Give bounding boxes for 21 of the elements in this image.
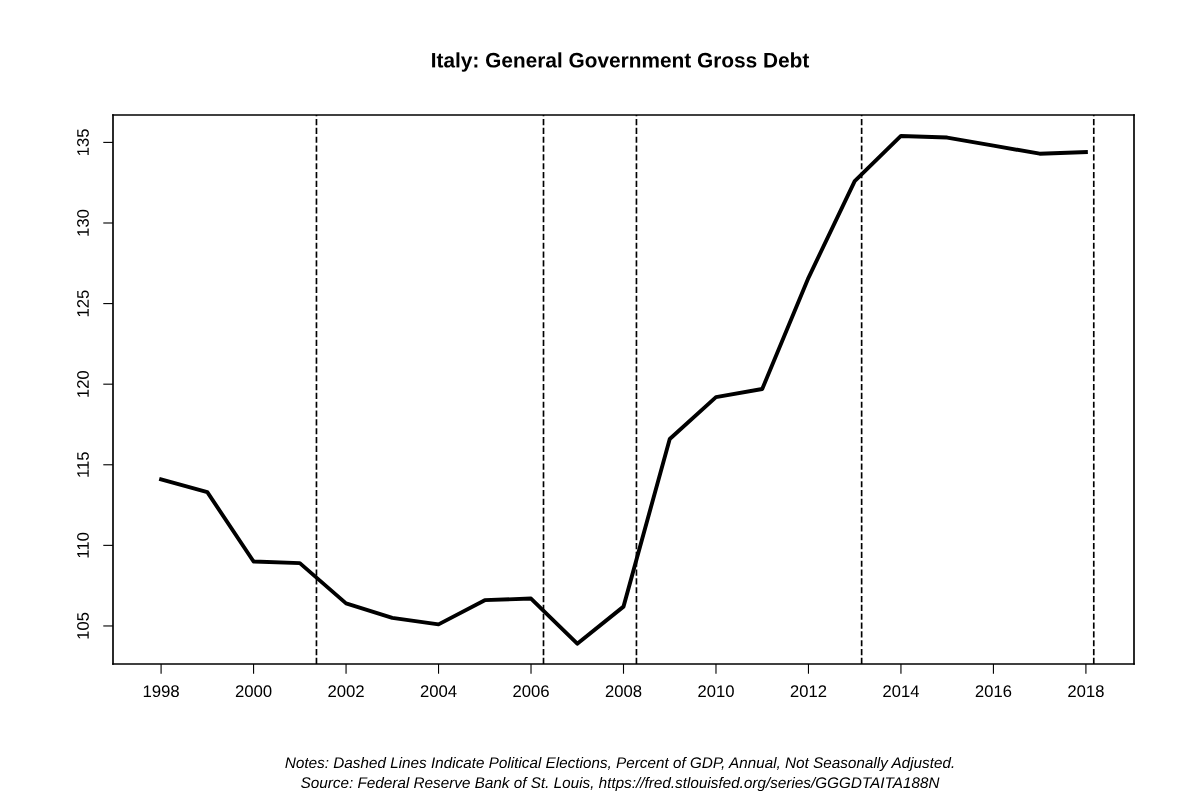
x-tick-label: 2014: [883, 685, 919, 698]
chart-title: Italy: General Government Gross Debt: [432, 52, 810, 72]
y-tick-label: 110: [77, 532, 89, 558]
x-tick-label: 2004: [420, 685, 457, 698]
text: Notes: Dashed Lines Indicate Political Elections, Percent of GDP, Annual, Not Seasonally Adjusted.: [285, 756, 954, 772]
x-tick-label: 2006: [513, 685, 549, 698]
x-tick-label: 2012: [790, 685, 827, 698]
x-tick-label: 2018: [1068, 685, 1104, 698]
x-tick-label: 2008: [605, 685, 642, 698]
y-tick-label: 125: [77, 290, 89, 317]
x-tick-label: 1998: [143, 685, 179, 698]
source-note: Source: Federal Reserve Bank of St. Louis, https://fred.stlouisfed.org/series/GGGDTAITA188N: [301, 776, 940, 791]
x-tick-label: 2010: [698, 685, 734, 698]
y-tick-label: 105: [77, 612, 89, 639]
y-tick-label: 135: [77, 129, 89, 156]
x-tick-label: 2016: [975, 685, 1012, 698]
x-tick-label: 2000: [235, 685, 272, 698]
y-tick-label: 120: [77, 370, 89, 397]
y-tick-label: 130: [77, 209, 89, 236]
y-tick-label: 115: [77, 452, 89, 477]
x-tick-label: 2002: [328, 685, 364, 698]
